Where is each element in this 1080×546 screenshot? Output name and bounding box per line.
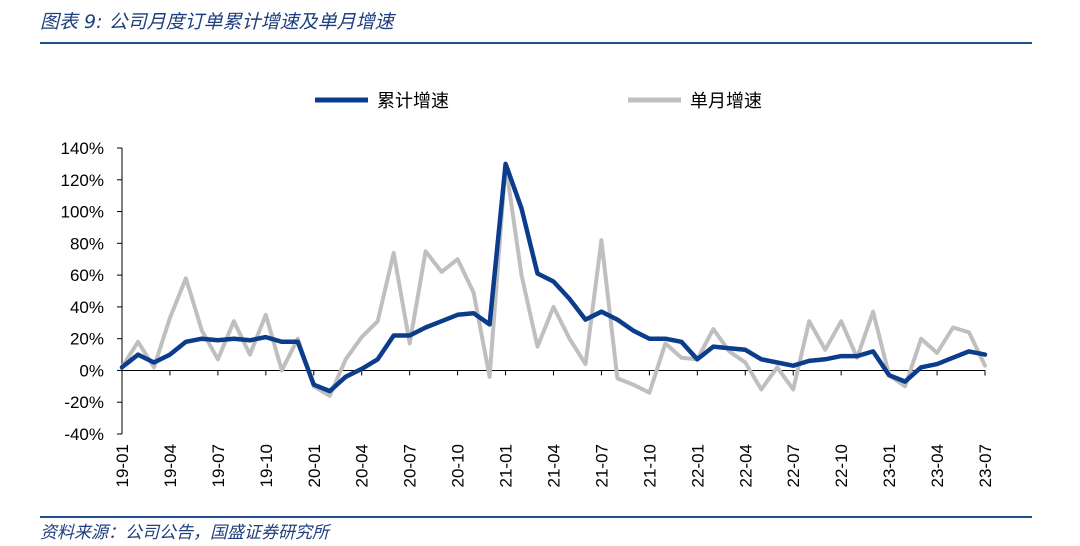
y-tick-label: -40%: [64, 425, 104, 444]
x-tick-label: 19-10: [257, 444, 276, 487]
y-tick-label: 140%: [61, 139, 104, 158]
series-line-cumulative: [119, 161, 988, 394]
x-tick-label: 20-01: [305, 444, 324, 487]
x-tick-label: 22-07: [784, 444, 803, 487]
x-tick-label: 23-04: [928, 444, 947, 487]
y-tick-label: 120%: [61, 171, 104, 190]
figure-title: 图表 9: 公司月度订单累计增速及单月增速: [40, 11, 394, 33]
x-tick-label: 19-01: [113, 444, 132, 487]
x-tick-label: 23-01: [880, 444, 899, 487]
x-tick-label: 22-01: [688, 444, 707, 487]
x-tick-label: 20-07: [401, 444, 420, 487]
x-tick-label: 20-10: [449, 444, 468, 487]
x-tick-label: 20-04: [353, 444, 372, 487]
plot-area: [119, 161, 988, 398]
x-tick-label: 21-07: [592, 444, 611, 487]
x-tick-label: 19-07: [209, 444, 228, 487]
y-axis: 140% 120% 100% 80% 60% 40% 20% 0% -20% -40%: [61, 139, 123, 444]
x-tick-label: 22-10: [832, 444, 851, 487]
y-tick-label: 40%: [70, 298, 104, 317]
source-note: 资料来源：公司公告，国盛证券研究所: [40, 523, 329, 543]
y-tick-label: 60%: [70, 266, 104, 285]
top-rule: [40, 42, 1032, 44]
x-tick-label: 21-04: [545, 444, 564, 487]
x-tick-label: 22-04: [736, 444, 755, 487]
legend-label-cumulative: 累计增速: [377, 91, 449, 112]
y-tick-label: 0%: [79, 361, 104, 380]
bottom-rule: [40, 516, 1032, 518]
legend-label-monthly: 单月增速: [690, 91, 762, 112]
x-tick-label: 21-10: [640, 444, 659, 487]
x-tick-label: 21-01: [497, 444, 516, 487]
x-axis: 19-01 19-04 19-07 19-10 20-01 20-04 20-07 20-10…: [113, 369, 995, 487]
series-line-monthly: [120, 161, 987, 398]
y-tick-label: -20%: [64, 393, 104, 412]
y-tick-label: 20%: [70, 330, 104, 349]
legend: 累计增速 单月增速: [315, 91, 762, 112]
y-tick-label: 100%: [61, 203, 104, 222]
y-tick-label: 80%: [70, 234, 104, 253]
x-tick-label: 19-04: [161, 444, 180, 487]
x-tick-label: 23-07: [976, 444, 995, 487]
